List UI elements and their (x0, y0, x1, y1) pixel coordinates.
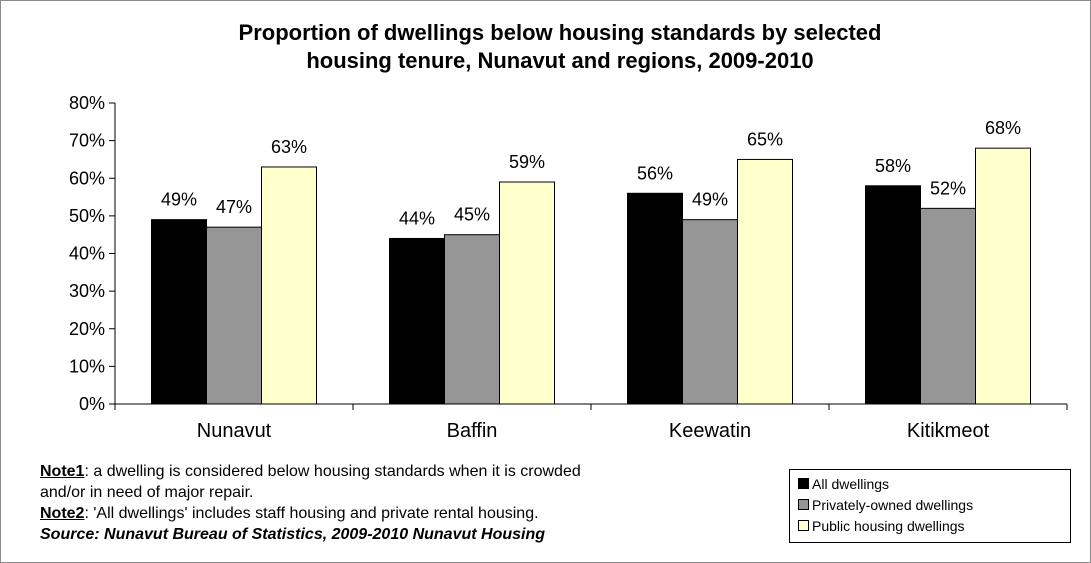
note1-text-line1: : a dwelling is considered below housing… (84, 463, 581, 480)
y-tick-label: 0% (79, 394, 105, 414)
y-tick-label: 30% (69, 281, 105, 301)
notes-block: Note1: a dwelling is considered below ho… (40, 461, 581, 545)
data-label-privately-owned-dwellings-nunavut: 47% (216, 197, 252, 217)
legend-swatch-public-housing-dwellings (798, 520, 809, 531)
legend-label-public-housing-dwellings: Public housing dwellings (812, 518, 965, 534)
x-tick-label-kitikmeot: Kitikmeot (907, 420, 990, 442)
note2-label: Note2 (40, 505, 85, 522)
bar-privately-owned-dwellings-baffin (444, 234, 500, 405)
data-label-all-dwellings-baffin: 44% (399, 208, 435, 228)
y-tick-label: 60% (69, 168, 105, 188)
bar-privately-owned-dwellings-keewatin (682, 219, 738, 405)
x-tick-label-keewatin: Keewatin (669, 420, 751, 442)
data-label-all-dwellings-nunavut: 49% (161, 190, 197, 210)
bar-all-dwellings-keewatin (627, 192, 683, 405)
y-tick-label: 40% (69, 244, 105, 264)
data-label-all-dwellings-kitikmeot: 58% (875, 156, 911, 176)
bar-public-housing-dwellings-nunavut (261, 166, 317, 405)
note1: Note1: a dwelling is considered below ho… (40, 461, 581, 482)
note1-label: Note1 (40, 463, 85, 480)
data-label-privately-owned-dwellings-keewatin: 49% (692, 190, 728, 210)
bar-privately-owned-dwellings-nunavut (206, 226, 262, 405)
note1-text-line2: and/or in need of major repair. (40, 484, 254, 501)
bar-all-dwellings-kitikmeot (865, 185, 921, 405)
data-label-public-housing-dwellings-baffin: 59% (509, 152, 545, 172)
chart-title-line-2: housing tenure, Nunavut and regions, 200… (306, 48, 814, 73)
y-tick-label: 80% (69, 93, 105, 113)
bar-public-housing-dwellings-baffin (499, 181, 555, 405)
x-tick-label-nunavut: Nunavut (197, 420, 272, 442)
data-label-public-housing-dwellings-kitikmeot: 68% (985, 118, 1021, 138)
data-label-public-housing-dwellings-nunavut: 63% (271, 137, 307, 157)
legend-item-public-housing-dwellings: Public housing dwellings (798, 517, 965, 535)
x-tick-label-baffin: Baffin (447, 420, 498, 442)
bar-public-housing-dwellings-keewatin (737, 158, 793, 405)
bar-public-housing-dwellings-kitikmeot (975, 147, 1031, 405)
legend-item-privately-owned-dwellings: Privately-owned dwellings (798, 496, 973, 514)
y-tick-label: 50% (69, 206, 105, 226)
legend-label-privately-owned-dwellings: Privately-owned dwellings (812, 497, 974, 513)
legend-label-all-dwellings: All dwellings (812, 476, 890, 492)
y-tick-label: 20% (69, 319, 105, 339)
legend-item-all-dwellings: All dwellings (798, 475, 889, 493)
legend-swatch-privately-owned-dwellings (798, 499, 809, 510)
data-label-privately-owned-dwellings-kitikmeot: 52% (930, 178, 966, 198)
note2: Note2: 'All dwellings' includes staff ho… (40, 503, 581, 524)
y-tick-label: 70% (69, 131, 105, 151)
chart-legend: All dwellings Privately-owned dwellings … (789, 469, 1071, 543)
data-label-privately-owned-dwellings-baffin: 45% (454, 205, 490, 225)
note2-text: : 'All dwellings' includes staff housing… (84, 505, 539, 522)
legend-swatch-all-dwellings (798, 478, 809, 489)
source-text: Source: Nunavut Bureau of Statistics, 20… (40, 526, 546, 543)
chart-title-line-1: Proportion of dwellings below housing st… (238, 20, 882, 45)
bar-privately-owned-dwellings-kitikmeot (920, 207, 976, 405)
bar-all-dwellings-nunavut (151, 219, 207, 405)
data-label-all-dwellings-keewatin: 56% (637, 163, 673, 183)
y-tick-label: 10% (69, 356, 105, 376)
data-label-public-housing-dwellings-keewatin: 65% (747, 129, 783, 149)
bar-all-dwellings-baffin (389, 237, 445, 405)
